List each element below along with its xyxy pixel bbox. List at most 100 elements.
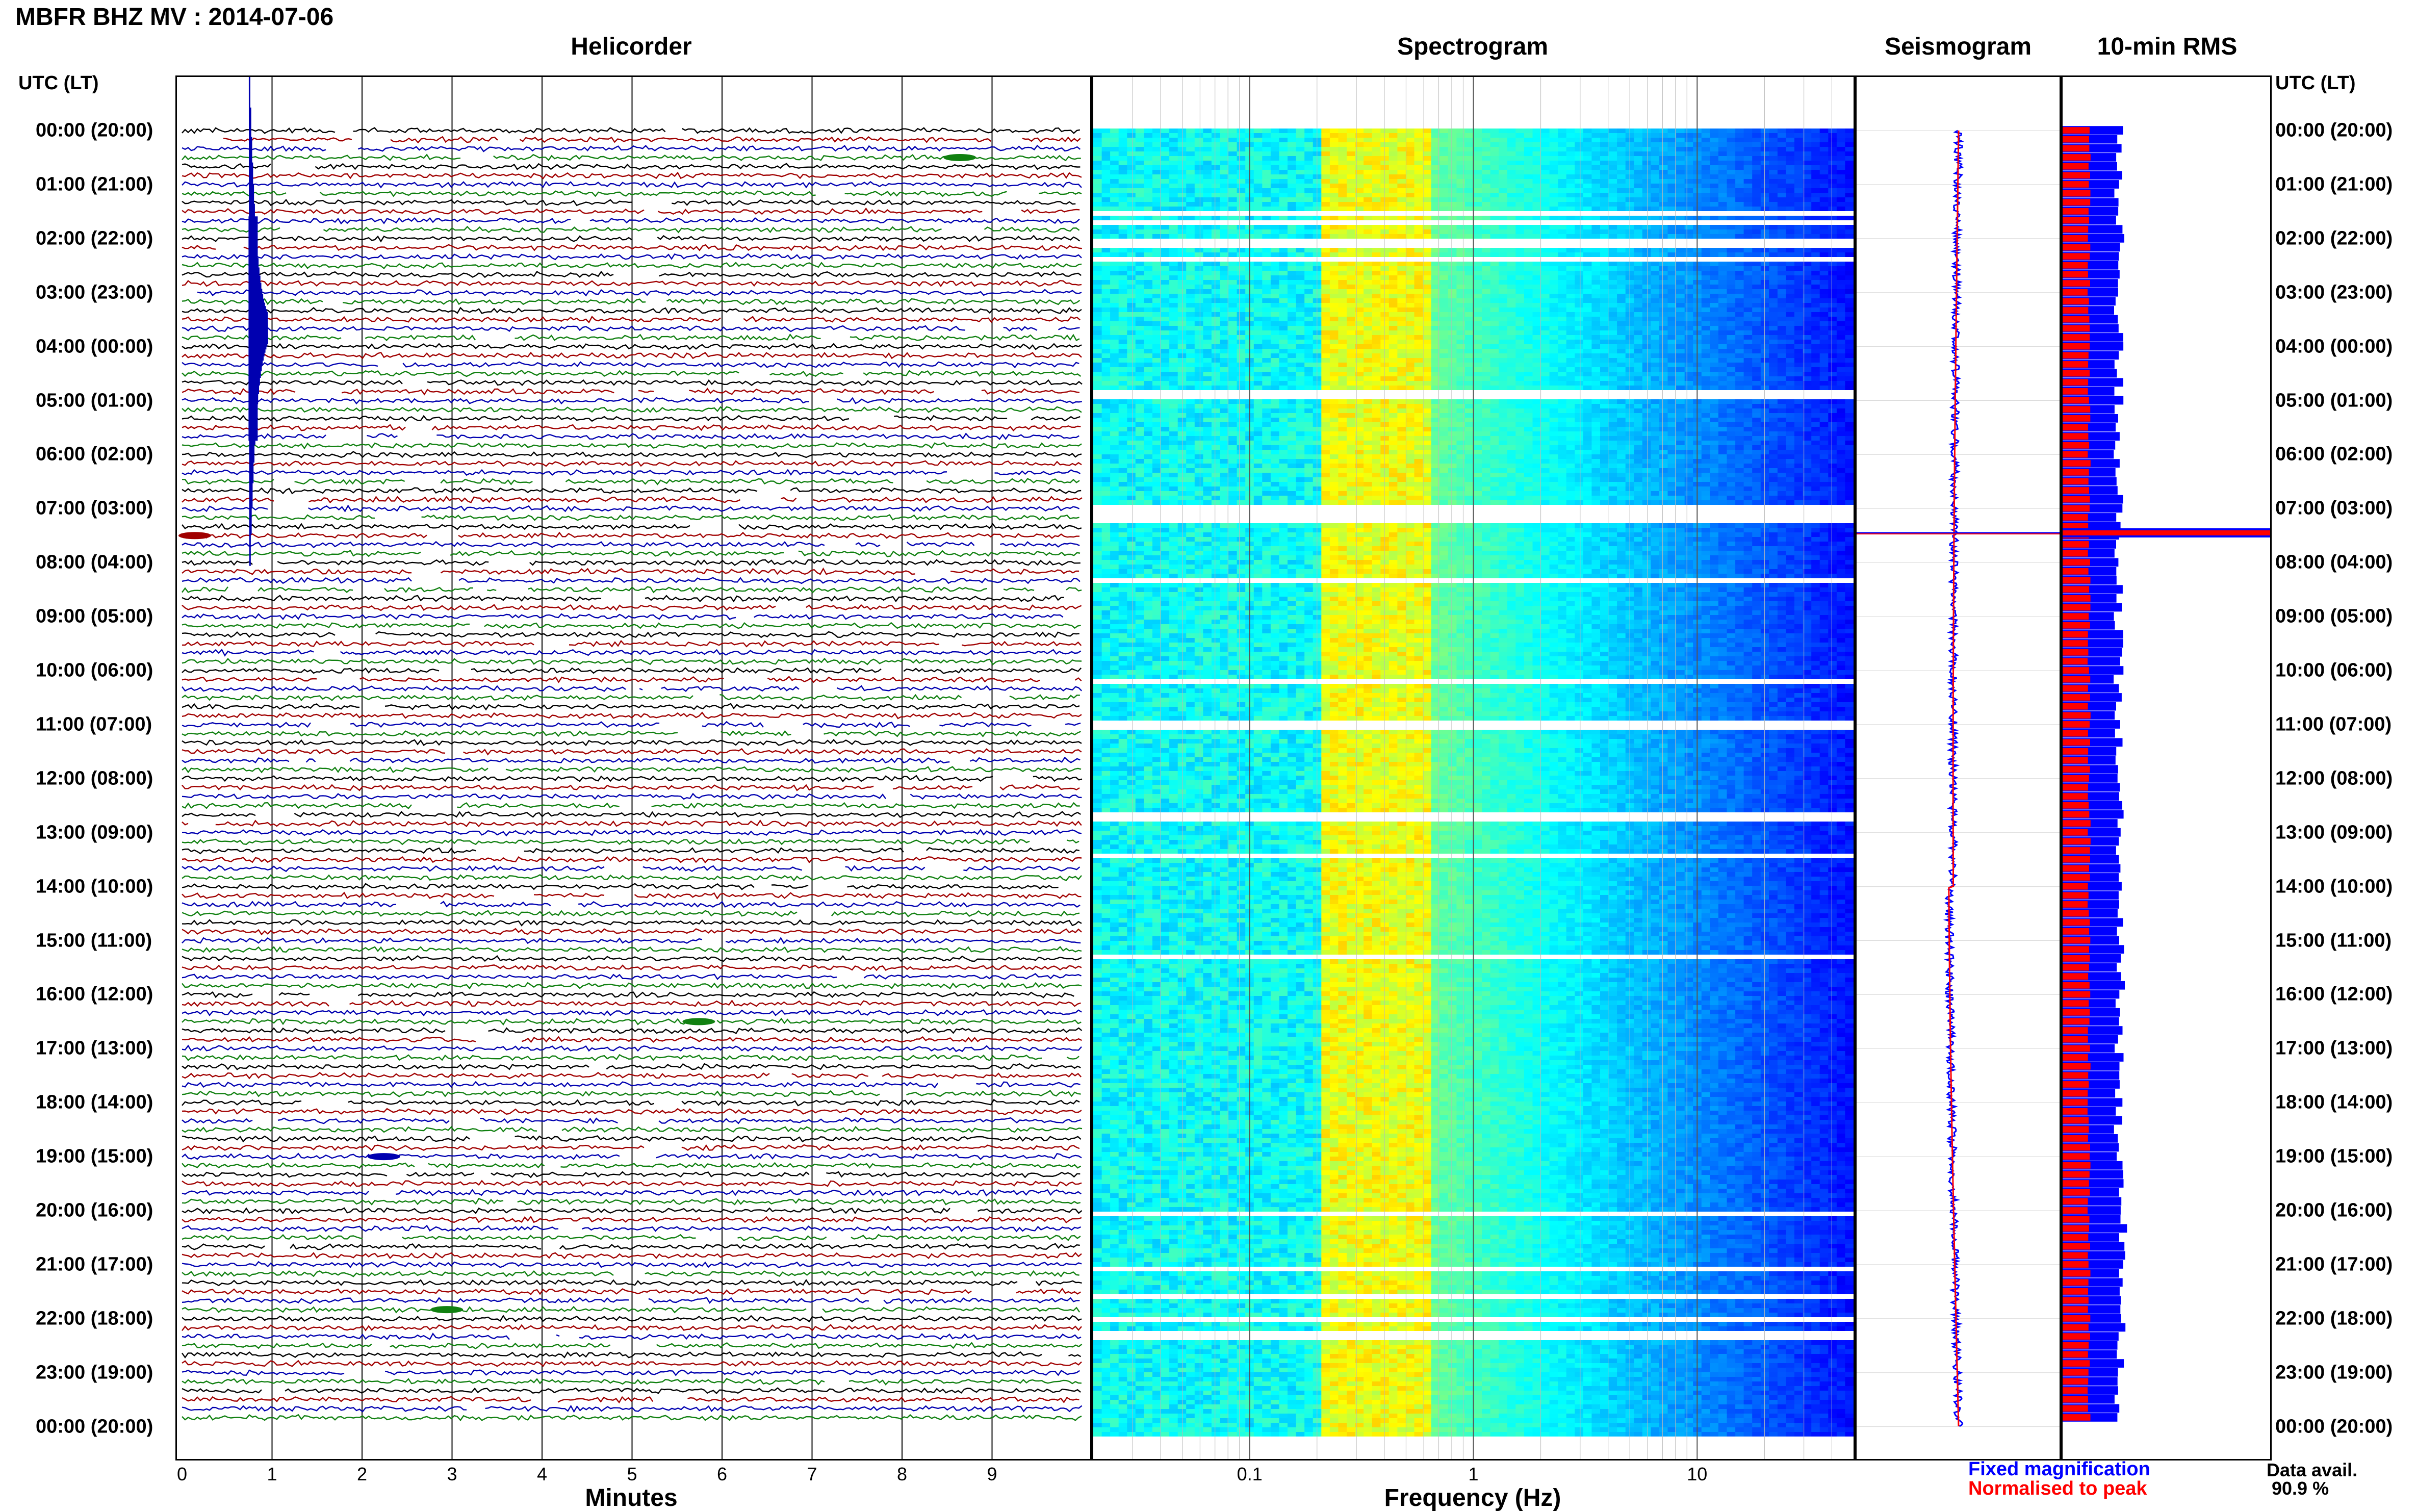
spectrogram-cell	[1676, 330, 1685, 335]
spectrogram-cell	[1541, 349, 1550, 353]
spectrogram-cell	[1127, 303, 1136, 307]
spectrogram-cell	[1651, 193, 1659, 197]
spectrogram-cell	[1330, 156, 1339, 161]
spectrogram-cell	[1279, 197, 1288, 202]
spectrogram-cell	[1203, 358, 1212, 363]
spectrogram-cell	[1212, 156, 1220, 161]
spectrogram-cell	[1127, 193, 1136, 197]
spectrogram-cell	[1727, 353, 1736, 358]
spectrogram-cell	[1490, 147, 1499, 151]
spectrogram-cell	[1262, 381, 1271, 386]
spectrogram-cell	[1364, 289, 1372, 294]
spectrogram-cell	[1820, 326, 1829, 330]
spectrogram-cell	[1389, 207, 1398, 211]
spectrogram-cell	[1702, 151, 1710, 156]
spectrogram-title: Spectrogram	[1397, 33, 1548, 61]
spectrogram-cell	[1372, 234, 1381, 239]
spectrogram-cell	[1389, 147, 1398, 151]
spectrogram-cell	[1591, 386, 1600, 390]
spectrogram-cell	[1271, 330, 1279, 335]
spectrogram-cell	[1423, 216, 1431, 220]
spectrogram-cell	[1186, 321, 1195, 326]
spectrogram-cell	[1093, 285, 1102, 289]
spectrogram-cell	[1837, 174, 1845, 179]
spectrogram-cell	[1507, 321, 1516, 326]
spectrogram-cell	[1761, 142, 1769, 147]
spectrogram-cell	[1794, 197, 1803, 202]
spectrogram-cell	[1744, 353, 1753, 358]
spectrogram-cell	[1262, 349, 1271, 353]
spectrogram-cell	[1228, 386, 1237, 390]
spectrogram-cell	[1220, 147, 1229, 151]
spectrogram-cell	[1828, 193, 1837, 197]
spectrogram-cell	[1575, 179, 1583, 184]
spectrogram-cell	[1524, 280, 1533, 285]
spectrogram-cell	[1364, 349, 1372, 353]
spectrogram-cell	[1735, 321, 1744, 326]
spectrogram-cell	[1144, 142, 1152, 147]
spectrogram-cell	[1465, 248, 1474, 252]
spectrogram-cell	[1786, 280, 1795, 285]
helicorder-event	[248, 216, 258, 441]
spectrogram-cell	[1566, 312, 1575, 317]
spectrogram-cell	[1786, 142, 1795, 147]
spectrogram-cell	[1609, 262, 1617, 266]
spectrogram-cell	[1482, 386, 1490, 390]
spectrogram-cell	[1330, 138, 1339, 142]
spectrogram-cell	[1490, 252, 1499, 257]
spectrogram-cell	[1634, 133, 1642, 138]
spectrogram-cell	[1127, 335, 1136, 340]
spectrogram-cell	[1558, 280, 1566, 285]
spectrogram-cell	[1439, 184, 1448, 188]
spectrogram-cell	[1228, 317, 1237, 321]
spectrogram-cell	[1161, 376, 1170, 381]
spectrogram-cell	[1448, 174, 1457, 179]
spectrogram-cell	[1330, 372, 1339, 376]
spectrogram-cell	[1169, 174, 1178, 179]
spectrogram-cell	[1220, 252, 1229, 257]
spectrogram-cell	[1761, 216, 1769, 220]
spectrogram-cell	[1803, 207, 1812, 211]
spectrogram-cell	[1642, 271, 1651, 275]
spectrogram-cell	[1482, 275, 1490, 280]
spectrogram-cell	[1583, 349, 1592, 353]
spectrogram-cell	[1271, 271, 1279, 275]
spectrogram-cell	[1262, 344, 1271, 349]
spectrogram-cell	[1507, 340, 1516, 344]
spectrogram-cell	[1237, 363, 1246, 367]
spectrogram-cell	[1575, 188, 1583, 193]
spectrogram-cell	[1811, 207, 1820, 211]
spectrogram-cell	[1279, 285, 1288, 289]
spectrogram-cell	[1144, 147, 1152, 151]
helicorder-trace	[182, 1397, 1079, 1402]
spectrogram-cell	[1448, 142, 1457, 147]
spectrogram-cell	[1338, 363, 1347, 367]
helicorder-trace	[197, 290, 1082, 296]
spectrogram-cell	[1237, 367, 1246, 372]
spectrogram-cell	[1583, 179, 1592, 184]
spectrogram-cell	[1288, 353, 1296, 358]
spectrogram-cell	[1583, 142, 1592, 147]
spectrogram-cell	[1794, 349, 1803, 353]
spectrogram-cell	[1279, 298, 1288, 303]
spectrogram-cell	[1144, 271, 1152, 275]
spectrogram-cell	[1456, 262, 1465, 266]
spectrogram-cell	[1330, 147, 1339, 151]
spectrogram-cell	[1237, 202, 1246, 207]
spectrogram-cell	[1364, 248, 1372, 252]
spectrogram-cell	[1702, 376, 1710, 381]
spectrogram-cell	[1820, 142, 1829, 147]
spectrogram-cell	[1744, 294, 1753, 298]
spectrogram-cell	[1778, 271, 1786, 275]
spectrogram-cell	[1727, 340, 1736, 344]
spectrogram-cell	[1389, 184, 1398, 188]
spectrogram-cell	[1448, 271, 1457, 275]
spectrogram-cell	[1794, 193, 1803, 197]
spectrogram-cell	[1575, 363, 1583, 367]
spectrogram-cell	[1786, 188, 1795, 193]
spectrogram-cell	[1828, 252, 1837, 257]
spectrogram-cell	[1550, 129, 1558, 133]
spectrogram-cell	[1558, 207, 1566, 211]
spectrogram-cell	[1600, 321, 1609, 326]
spectrogram-cell	[1651, 202, 1659, 207]
